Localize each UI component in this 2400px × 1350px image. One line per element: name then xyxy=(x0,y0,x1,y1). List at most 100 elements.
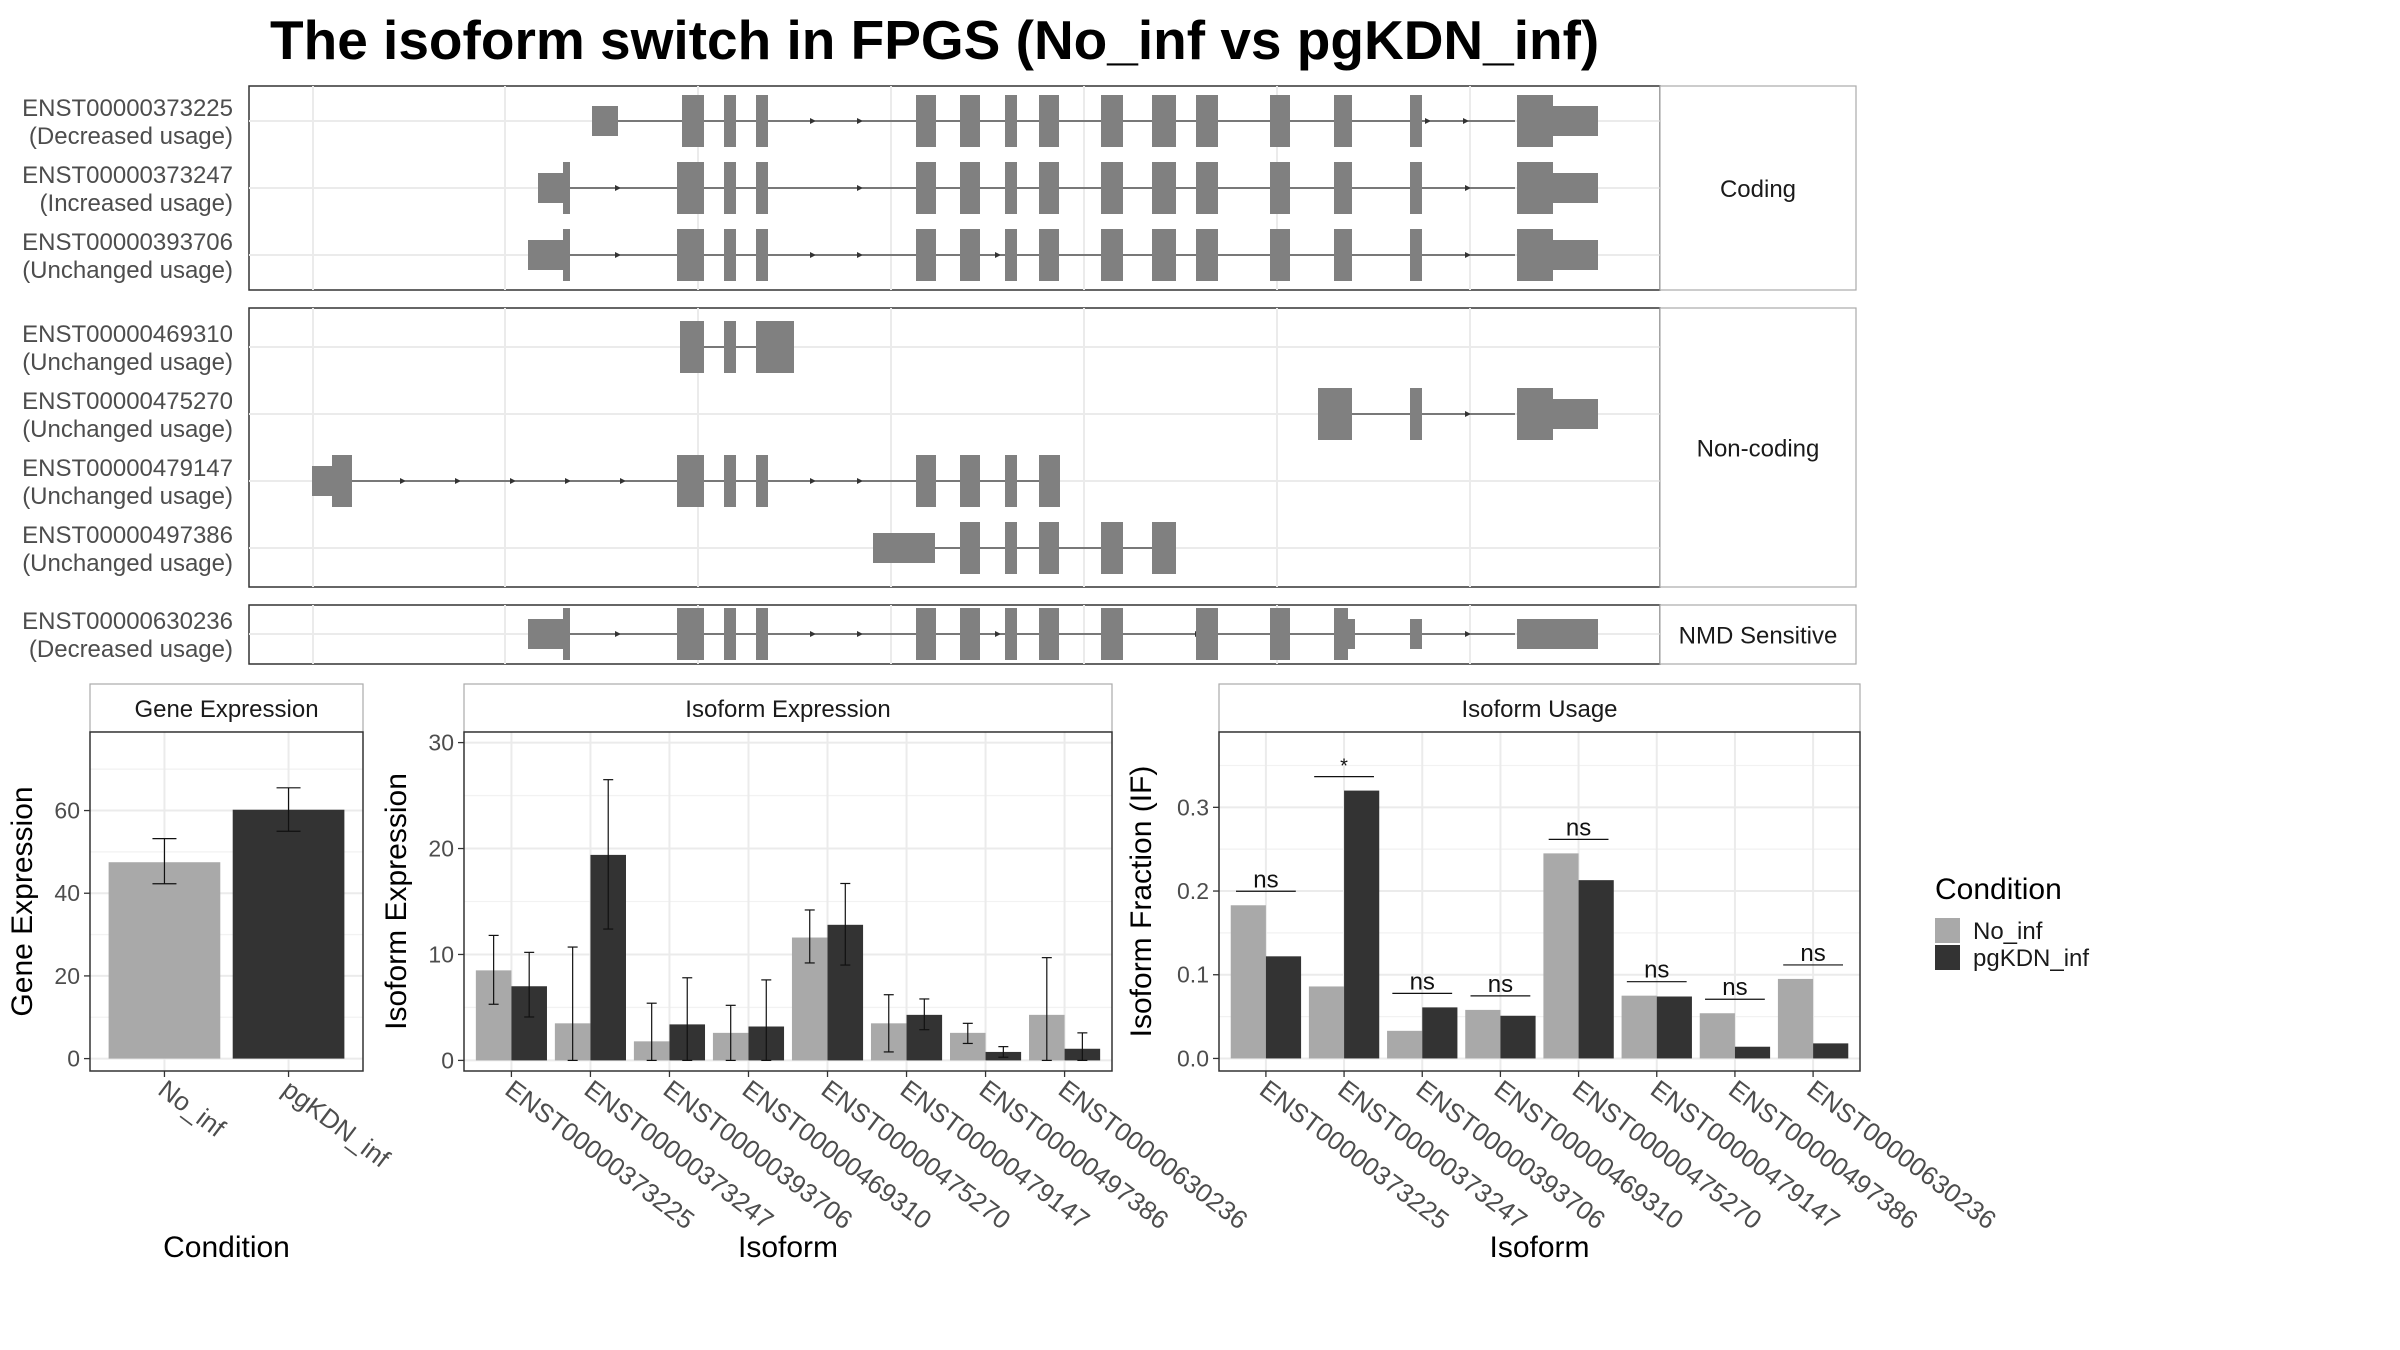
intron-direction-arrow xyxy=(565,478,571,484)
exon-block xyxy=(756,321,790,373)
transcript-usage-label: (Unchanged usage) xyxy=(22,257,233,284)
exon-block xyxy=(1270,162,1290,214)
bar-pgkdn_inf xyxy=(1500,1015,1536,1059)
x-axis-title: Isoform xyxy=(1489,1231,1589,1264)
bar-pgkdn_inf xyxy=(1265,956,1302,1059)
exon-block xyxy=(975,522,980,574)
bar-no_inf xyxy=(1308,986,1345,1059)
significance-label: ns xyxy=(1410,968,1435,995)
transcript-id-label: ENST00000475270 xyxy=(22,388,233,415)
exon-block xyxy=(1005,162,1017,214)
intron-direction-arrow xyxy=(510,478,516,484)
exon-block xyxy=(724,608,736,660)
structure-facet-nmd-sensitive: NMD Sensitive ENST00000630236(Decreased u… xyxy=(22,604,1857,665)
bar-no_inf xyxy=(1777,978,1814,1059)
exon-block xyxy=(1196,162,1218,214)
bar-no_inf xyxy=(1465,1009,1501,1059)
exon-block xyxy=(1410,619,1422,649)
exon-block xyxy=(1553,399,1598,429)
exon-block xyxy=(1005,522,1017,574)
y-tick-label: 40 xyxy=(54,880,80,906)
facet-strip-label: Isoform Expression xyxy=(685,696,890,723)
y-tick-label: 60 xyxy=(54,798,80,824)
structure-facet-strip xyxy=(1659,604,1857,665)
exon-block xyxy=(1152,229,1176,281)
exon-block xyxy=(1553,173,1598,203)
exon-block xyxy=(563,162,570,214)
exon-block xyxy=(528,240,565,270)
bar-pgkdn_inf xyxy=(232,809,345,1059)
exon-block xyxy=(1517,162,1553,214)
exon-block xyxy=(960,95,980,147)
exon-block xyxy=(724,95,736,147)
exon-block xyxy=(873,533,935,563)
y-tick-label: 0 xyxy=(67,1046,80,1072)
exon-block xyxy=(677,455,704,507)
exon-block xyxy=(682,95,704,147)
intron-direction-arrow xyxy=(620,478,626,484)
significance-label: ns xyxy=(1566,814,1591,841)
intron-direction-arrow xyxy=(615,631,621,637)
y-tick-label: 20 xyxy=(428,836,454,862)
transcript-usage-label: (Unchanged usage) xyxy=(22,483,233,510)
transcript-id-label: ENST00000469310 xyxy=(22,321,233,348)
bar-pgkdn_inf xyxy=(1422,1007,1458,1059)
exon-block xyxy=(1334,95,1352,147)
structure-facet-label: NMD Sensitive xyxy=(1679,623,1838,650)
exon-block xyxy=(592,106,618,136)
bar-pgkdn_inf xyxy=(1656,996,1692,1059)
y-tick-label: 0.3 xyxy=(1177,794,1209,820)
structure-facet-strip xyxy=(1659,307,1857,588)
significance-label: ns xyxy=(1800,940,1825,967)
exon-block xyxy=(1334,229,1352,281)
intron-direction-arrow xyxy=(1463,118,1469,124)
exon-block xyxy=(960,455,980,507)
exon-block xyxy=(1101,95,1123,147)
bar-no_inf xyxy=(1699,1013,1735,1059)
exon-block xyxy=(756,95,768,147)
exon-block xyxy=(1101,162,1123,214)
legend-label: No_inf xyxy=(1973,918,2043,945)
exon-block xyxy=(1517,388,1553,440)
intron-direction-arrow xyxy=(1465,631,1471,637)
intron-direction-arrow xyxy=(615,185,621,191)
exon-block xyxy=(960,522,975,574)
intron-direction-arrow xyxy=(857,185,863,191)
transcript-id-label: ENST00000479147 xyxy=(22,455,233,482)
plot-panel-border xyxy=(89,731,364,1072)
exon-block xyxy=(680,321,686,373)
intron-direction-arrow xyxy=(857,478,863,484)
transcript-row: ENST00000497386(Unchanged usage) xyxy=(22,522,1176,577)
x-tick-label: No_inf xyxy=(153,1074,232,1144)
exon-block xyxy=(677,229,704,281)
transcript-id-label: ENST00000630236 xyxy=(22,608,233,635)
exon-block xyxy=(1101,608,1123,660)
exon-block xyxy=(1410,388,1422,440)
intron-direction-arrow xyxy=(995,631,1001,637)
exon-block xyxy=(916,95,936,147)
exon-block xyxy=(960,608,980,660)
exon-block xyxy=(684,321,704,373)
x-tick-label: pgKDN_inf xyxy=(277,1074,396,1174)
transcript-id-label: ENST00000393706 xyxy=(22,229,233,256)
exon-block xyxy=(756,229,768,281)
transcript-usage-label: (Increased usage) xyxy=(40,190,233,217)
intron-direction-arrow xyxy=(400,478,406,484)
bar-pgkdn_inf xyxy=(1734,1046,1771,1059)
exon-block xyxy=(1039,229,1059,281)
transcript-id-label: ENST00000497386 xyxy=(22,522,233,549)
exon-block xyxy=(1410,162,1422,214)
y-tick-label: 0.2 xyxy=(1177,878,1209,904)
transcript-usage-label: (Unchanged usage) xyxy=(22,416,233,443)
exon-block xyxy=(677,608,704,660)
legend-swatch xyxy=(1935,918,1960,943)
exon-block xyxy=(332,455,352,507)
x-axis-title: Isoform xyxy=(738,1231,838,1264)
exon-block xyxy=(1517,619,1598,649)
facet-strip-label: Isoform Usage xyxy=(1461,696,1617,723)
exon-block xyxy=(538,173,565,203)
exon-block xyxy=(756,608,768,660)
